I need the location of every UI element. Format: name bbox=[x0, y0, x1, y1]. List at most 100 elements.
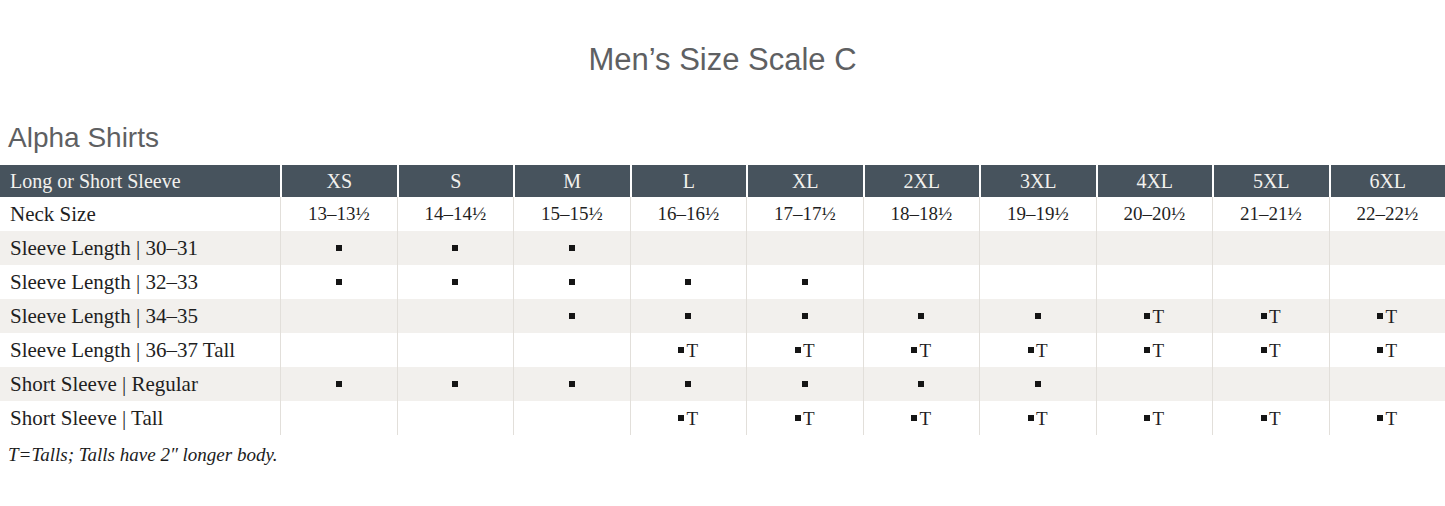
page-title: Men’s Size Scale C bbox=[0, 0, 1445, 78]
availability-cell bbox=[280, 265, 397, 299]
neck-size-value: 22–22½ bbox=[1329, 197, 1445, 231]
availability-dot-icon bbox=[569, 381, 575, 387]
table-row: Short Sleeve | Regular bbox=[0, 367, 1445, 401]
table-row: Sleeve Length | 36–37 TallTTTTTTT bbox=[0, 333, 1445, 367]
size-column-header-6xl: 6XL bbox=[1329, 165, 1445, 197]
availability-cell bbox=[513, 333, 630, 367]
tall-indicator: T bbox=[686, 341, 698, 360]
availability-cell bbox=[1096, 367, 1213, 401]
neck-size-value: 19–19½ bbox=[979, 197, 1096, 231]
availability-dot-icon bbox=[1035, 313, 1041, 319]
header-label: Long or Short Sleeve bbox=[0, 165, 280, 197]
table-row: Sleeve Length | 30–31 bbox=[0, 231, 1445, 265]
availability-cell bbox=[746, 367, 863, 401]
size-column-header-xs: XS bbox=[280, 165, 397, 197]
availability-cell bbox=[513, 231, 630, 265]
availability-dot-icon bbox=[336, 279, 342, 285]
tall-indicator: T bbox=[1036, 341, 1048, 360]
availability-cell: T bbox=[979, 401, 1096, 435]
availability-dot-icon bbox=[1144, 313, 1150, 319]
availability-cell: T bbox=[1329, 333, 1445, 367]
availability-cell: T bbox=[1096, 333, 1213, 367]
row-label: Short Sleeve | Tall bbox=[0, 401, 280, 435]
neck-size-value: 21–21½ bbox=[1212, 197, 1329, 231]
size-column-header-2xl: 2XL bbox=[863, 165, 980, 197]
availability-cell bbox=[280, 401, 397, 435]
availability-cell: T bbox=[746, 333, 863, 367]
availability-cell bbox=[1212, 265, 1329, 299]
availability-dot-icon bbox=[678, 415, 684, 421]
availability-cell bbox=[1096, 231, 1213, 265]
availability-dot-icon bbox=[685, 381, 691, 387]
availability-cell: T bbox=[863, 333, 980, 367]
availability-cell bbox=[979, 367, 1096, 401]
availability-dot-icon bbox=[1035, 381, 1041, 387]
neck-size-value: 15–15½ bbox=[513, 197, 630, 231]
availability-cell: T bbox=[630, 401, 747, 435]
neck-size-row: Neck Size13–13½14–14½15–15½16–16½17–17½1… bbox=[0, 197, 1445, 231]
availability-dot-icon bbox=[452, 279, 458, 285]
tall-indicator: T bbox=[919, 409, 931, 428]
availability-cell bbox=[863, 265, 980, 299]
availability-cell bbox=[280, 367, 397, 401]
availability-cell: T bbox=[1212, 299, 1329, 333]
availability-cell bbox=[863, 231, 980, 265]
availability-dot-icon bbox=[1261, 313, 1267, 319]
row-label: Sleeve Length | 30–31 bbox=[0, 231, 280, 265]
table-header-row: Long or Short SleeveXSSMLXL2XL3XL4XL5XL6… bbox=[0, 165, 1445, 197]
availability-dot-icon bbox=[911, 347, 917, 353]
availability-cell bbox=[280, 231, 397, 265]
availability-cell bbox=[979, 299, 1096, 333]
availability-cell bbox=[630, 299, 747, 333]
availability-cell: T bbox=[630, 333, 747, 367]
availability-cell: T bbox=[1329, 401, 1445, 435]
availability-cell: T bbox=[979, 333, 1096, 367]
tall-indicator: T bbox=[686, 409, 698, 428]
row-label: Short Sleeve | Regular bbox=[0, 367, 280, 401]
table-row: Short Sleeve | TallTTTTTTT bbox=[0, 401, 1445, 435]
availability-cell bbox=[1329, 265, 1445, 299]
availability-cell bbox=[513, 265, 630, 299]
tall-indicator: T bbox=[803, 409, 815, 428]
availability-cell bbox=[1329, 367, 1445, 401]
availability-cell bbox=[1096, 265, 1213, 299]
neck-size-value: 17–17½ bbox=[746, 197, 863, 231]
availability-dot-icon bbox=[1377, 347, 1383, 353]
tall-indicator: T bbox=[1036, 409, 1048, 428]
availability-cell bbox=[863, 367, 980, 401]
tall-indicator: T bbox=[919, 341, 931, 360]
availability-cell bbox=[397, 265, 514, 299]
section-heading: Alpha Shirts bbox=[8, 122, 1445, 154]
availability-dot-icon bbox=[336, 381, 342, 387]
availability-cell bbox=[397, 367, 514, 401]
row-label: Sleeve Length | 36–37 Tall bbox=[0, 333, 280, 367]
availability-cell: T bbox=[1096, 299, 1213, 333]
availability-cell bbox=[513, 299, 630, 333]
size-column-header-l: L bbox=[630, 165, 747, 197]
availability-dot-icon bbox=[918, 381, 924, 387]
size-column-header-4xl: 4XL bbox=[1096, 165, 1213, 197]
availability-cell bbox=[1329, 231, 1445, 265]
tall-indicator: T bbox=[1385, 341, 1397, 360]
neck-size-value: 18–18½ bbox=[863, 197, 980, 231]
availability-dot-icon bbox=[685, 313, 691, 319]
availability-dot-icon bbox=[802, 313, 808, 319]
availability-cell: T bbox=[863, 401, 980, 435]
availability-dot-icon bbox=[911, 415, 917, 421]
availability-cell bbox=[280, 333, 397, 367]
availability-dot-icon bbox=[452, 245, 458, 251]
availability-cell bbox=[630, 367, 747, 401]
tall-indicator: T bbox=[1152, 409, 1164, 428]
neck-size-value: 20–20½ bbox=[1096, 197, 1213, 231]
neck-size-value: 14–14½ bbox=[397, 197, 514, 231]
availability-dot-icon bbox=[569, 279, 575, 285]
availability-cell bbox=[746, 299, 863, 333]
size-column-header-s: S bbox=[397, 165, 514, 197]
availability-cell bbox=[513, 401, 630, 435]
availability-dot-icon bbox=[1377, 415, 1383, 421]
footnote: T=Talls; Talls have 2″ longer body. bbox=[8, 444, 1445, 466]
tall-indicator: T bbox=[803, 341, 815, 360]
availability-cell bbox=[513, 367, 630, 401]
availability-dot-icon bbox=[569, 313, 575, 319]
row-label: Neck Size bbox=[0, 197, 280, 231]
